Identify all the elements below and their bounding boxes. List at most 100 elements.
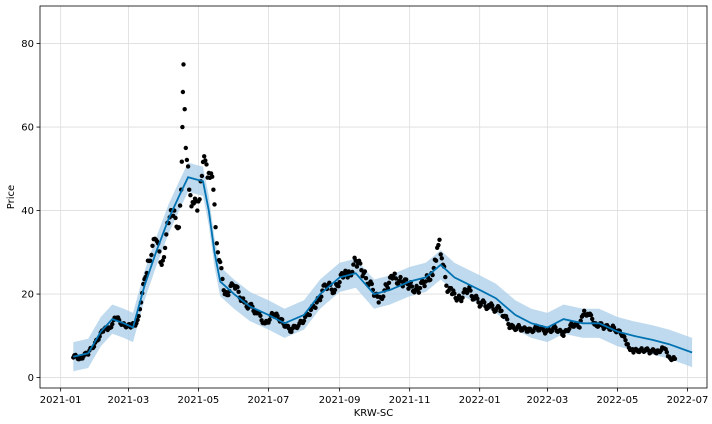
observed-point: [414, 283, 419, 289]
observed-point: [392, 271, 397, 276]
observed-point: [235, 284, 240, 290]
observed-point: [430, 272, 435, 278]
x-tick-label: 2021-09: [319, 395, 361, 406]
observed-point: [218, 259, 223, 265]
observed-point: [164, 232, 169, 237]
observed-point: [506, 321, 511, 327]
observed-point: [672, 356, 678, 361]
observed-point: [161, 255, 167, 260]
observed-point: [567, 326, 572, 332]
observed-point: [208, 171, 214, 176]
y-tick-label: 40: [21, 206, 34, 217]
observed-point: [409, 284, 415, 289]
observed-point: [203, 158, 208, 163]
observed-point: [188, 193, 193, 198]
observed-point: [181, 62, 186, 67]
y-tick-label: 20: [21, 290, 34, 301]
observed-point: [623, 338, 628, 343]
x-axis-label: KRW-SC: [354, 408, 394, 419]
observed-point: [363, 276, 369, 281]
observed-point: [219, 266, 224, 271]
observed-point: [443, 274, 448, 280]
x-tick-label: 2022-03: [527, 395, 569, 406]
grid-lines: [40, 6, 707, 388]
observed-point: [359, 268, 364, 273]
observed-point: [220, 276, 225, 282]
observed-point: [275, 313, 280, 319]
observed-point: [398, 274, 403, 280]
observed-point: [444, 283, 449, 288]
observed-point: [577, 325, 582, 330]
observed-point: [157, 249, 162, 254]
observed-point: [183, 145, 188, 151]
observed-point: [437, 237, 442, 242]
observed-point: [301, 318, 307, 323]
observed-point: [160, 258, 165, 263]
y-tick-label: 60: [21, 123, 34, 134]
observed-point: [187, 187, 192, 192]
observed-point: [329, 287, 334, 292]
observed-point: [184, 157, 190, 163]
observed-point: [422, 283, 427, 289]
observed-point: [559, 329, 564, 334]
observed-point: [428, 277, 433, 282]
y-tick-label: 80: [21, 39, 34, 50]
observed-point: [267, 317, 272, 322]
observed-point: [351, 262, 356, 267]
observed-point: [358, 261, 363, 266]
observed-point: [317, 298, 323, 303]
observed-point: [195, 208, 200, 213]
observed-point: [150, 243, 155, 248]
observed-point: [404, 277, 409, 282]
x-tick-label: 2021-11: [389, 395, 431, 406]
observed-point: [588, 312, 594, 318]
observed-point: [459, 298, 464, 304]
observed-point: [499, 308, 504, 313]
observed-point: [149, 252, 154, 258]
y-axis-ticks: 0 20 40 60 80: [21, 39, 40, 384]
observed-point: [185, 164, 191, 169]
observed-point: [162, 245, 168, 251]
x-axis-ticks: 2021-01 2021-03 2021-05 2021-07 2021-09 2021-…: [40, 388, 709, 406]
observed-point: [179, 159, 184, 164]
observed-point: [213, 225, 218, 230]
uncertainty-band-layer: [73, 162, 693, 372]
observed-point: [135, 317, 140, 323]
observed-point: [393, 276, 399, 281]
observed-point: [236, 289, 241, 294]
observed-point: [381, 294, 386, 299]
observed-point: [469, 293, 474, 299]
observed-point: [211, 187, 216, 192]
observed-point: [313, 305, 318, 310]
y-axis-label: Price: [6, 185, 17, 209]
observed-point: [307, 312, 312, 318]
observed-point: [197, 197, 202, 202]
x-tick-label: 2021-05: [178, 395, 220, 406]
observed-point: [215, 250, 221, 255]
observed-point: [436, 242, 441, 248]
forecast-line: [73, 176, 693, 358]
observed-point: [319, 294, 324, 299]
observed-point: [332, 287, 338, 293]
observed-point: [354, 264, 360, 269]
observed-point: [289, 329, 294, 334]
observed-point: [212, 202, 217, 207]
observed-point: [148, 258, 153, 263]
observed-point: [204, 162, 209, 167]
observed-point: [497, 305, 502, 310]
x-tick-label: 2022-07: [667, 395, 709, 406]
observed-point: [490, 303, 495, 308]
observed-point: [561, 333, 566, 338]
observed-point: [369, 281, 374, 287]
observed-point: [439, 256, 444, 261]
x-tick-label: 2021-03: [107, 395, 149, 406]
observed-point: [214, 241, 219, 246]
observed-point: [337, 280, 342, 285]
observed-point: [202, 154, 207, 159]
observed-point: [553, 325, 558, 330]
forecast-line-layer: [73, 176, 693, 358]
observed-point: [180, 89, 186, 95]
observed-point: [590, 316, 595, 322]
observed-point: [423, 279, 428, 284]
x-tick-label: 2022-05: [597, 395, 639, 406]
